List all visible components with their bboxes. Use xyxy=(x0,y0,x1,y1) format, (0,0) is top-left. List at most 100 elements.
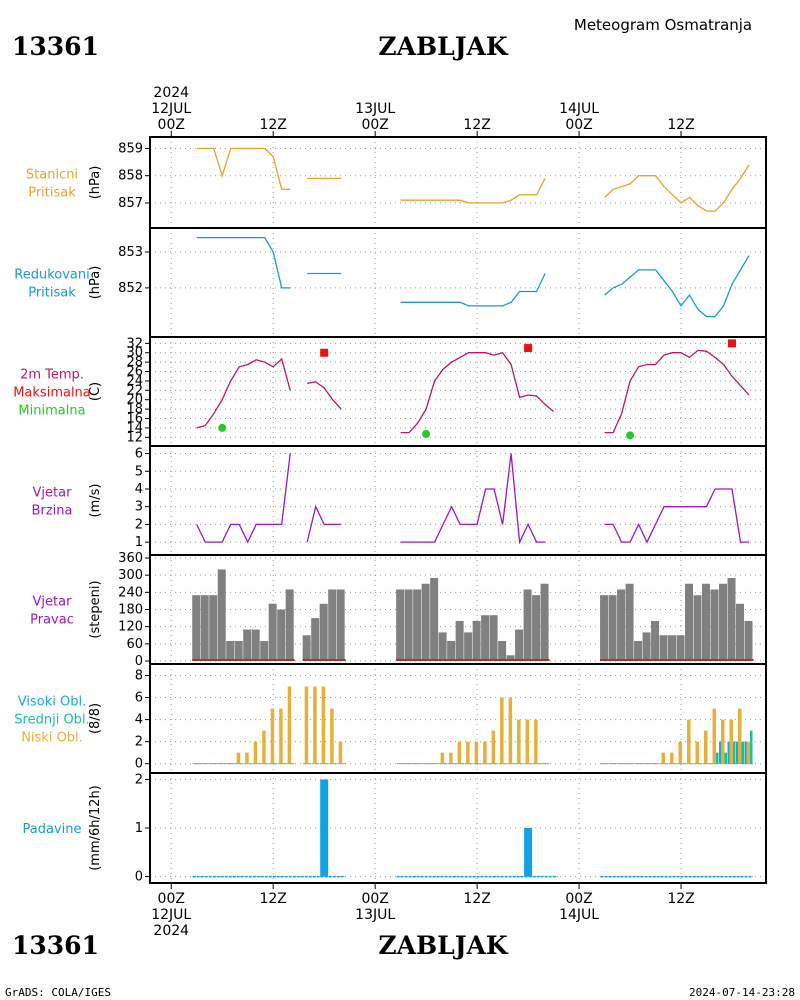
direction-bar-base xyxy=(438,659,448,661)
direction-bar xyxy=(668,635,677,661)
low-cloud-bar xyxy=(738,708,742,764)
direction-bar xyxy=(702,583,711,661)
direction-bar xyxy=(404,589,413,661)
panel-pressure: 857 858 859 (hPa) Stanicni Pritisak xyxy=(26,136,767,229)
low-cloud-bar xyxy=(313,686,317,764)
y-tick-label: 8 xyxy=(135,669,143,684)
low-cloud-bar xyxy=(508,697,513,764)
y-tick-label: 18 xyxy=(126,402,143,417)
direction-bar xyxy=(625,583,634,661)
low-cloud-bar xyxy=(729,719,734,764)
high-cloud-bar xyxy=(736,741,739,764)
direction-bar-base xyxy=(226,659,236,661)
bottom-time-label: 12Z xyxy=(463,891,490,907)
direction-bar xyxy=(532,595,541,661)
y-tick-label: 2 xyxy=(135,735,143,750)
mid-cloud-bar xyxy=(724,752,728,764)
low-cloud-bar xyxy=(236,752,241,764)
direction-bar xyxy=(243,629,252,661)
bottom-time-label: 12Z xyxy=(667,891,694,907)
panel-label: Stanicni xyxy=(26,168,78,183)
panel-label: Visoki Obl. xyxy=(18,695,86,710)
direction-bar xyxy=(515,629,524,661)
low-cloud-bar xyxy=(534,719,538,764)
top-time-label: 00Z xyxy=(158,117,185,133)
direction-bar-base xyxy=(328,659,338,661)
direction-bar-base xyxy=(676,659,686,661)
series-line xyxy=(604,164,750,212)
panel-label: Vjetar xyxy=(33,486,73,501)
y-tick-label: 859 xyxy=(118,141,143,156)
direction-bar-base xyxy=(736,659,746,661)
y-tick-label: 857 xyxy=(118,196,143,211)
panel-wind_direction: 0 60 120 180 240 300 360 (stepeni) Vjetar Pravac xyxy=(30,551,767,669)
footer-timestamp: 2024-07-14-23:28 xyxy=(689,986,795,999)
low-cloud-bar xyxy=(457,741,462,764)
low-cloud-bar xyxy=(262,730,266,764)
direction-bar-base xyxy=(472,659,482,661)
y-tick-label: 2 xyxy=(135,772,143,787)
direction-bar xyxy=(710,589,719,661)
direction-bar xyxy=(506,655,515,661)
direction-bar-base xyxy=(659,659,669,661)
y-tick-label: 240 xyxy=(118,585,143,600)
y-tick-label: 4 xyxy=(135,713,143,728)
series-line xyxy=(400,273,546,307)
low-cloud-bar xyxy=(270,708,275,764)
low-cloud-bar xyxy=(449,752,453,764)
series-line xyxy=(400,453,546,545)
bottom-time-label: 00Z xyxy=(361,891,388,907)
direction-bar-base xyxy=(617,659,627,661)
direction-bar-base xyxy=(200,659,210,661)
y-tick-label: 1 xyxy=(135,535,143,550)
mid-cloud-bar xyxy=(716,752,719,764)
direction-bar-base xyxy=(243,659,253,661)
station-name-bottom: ZABLJAK xyxy=(378,931,509,960)
bottom-time-label: 13JUL xyxy=(355,907,395,923)
panel-frame xyxy=(149,227,767,338)
station-name-top: ZABLJAK xyxy=(378,32,509,61)
y-tick-label: 30 xyxy=(126,346,143,361)
direction-bar xyxy=(234,640,243,661)
series-line xyxy=(196,453,291,544)
direction-bar-base xyxy=(668,659,678,661)
direction-bar xyxy=(328,589,337,661)
low-cloud-bar xyxy=(500,697,504,764)
y-tick-label: 3 xyxy=(135,500,143,515)
bottom-time-label: 00Z xyxy=(158,891,185,907)
low-cloud-bar xyxy=(491,730,496,764)
direction-bar-base xyxy=(744,659,754,661)
bottom-time-label: 00Z xyxy=(565,891,592,907)
y-tick-label: 20 xyxy=(126,393,143,408)
panel-label: Redukovani xyxy=(14,268,89,283)
direction-bar xyxy=(498,640,507,661)
low-cloud-bar xyxy=(704,730,708,764)
direction-bar-base xyxy=(192,659,202,661)
direction-bar xyxy=(268,603,277,661)
top-time-label: 12Z xyxy=(463,117,490,133)
station-id-bottom: 13361 xyxy=(12,931,99,960)
panel-label: Pritisak xyxy=(28,286,76,301)
direction-bar-base xyxy=(447,659,457,661)
direction-bar-base xyxy=(311,659,321,661)
max-temp-marker xyxy=(728,339,737,348)
direction-bar xyxy=(600,595,609,661)
y-tick-label: 12 xyxy=(126,430,143,445)
max-temp-marker xyxy=(320,348,329,357)
y-tick-label: 0 xyxy=(135,654,143,669)
y-tick-label: 22 xyxy=(126,383,143,398)
direction-bar-base xyxy=(396,659,406,661)
low-cloud-bar xyxy=(245,752,249,764)
direction-bar xyxy=(285,589,294,661)
direction-bar-base xyxy=(302,659,312,661)
direction-bar-base xyxy=(421,659,431,661)
direction-bar xyxy=(336,589,345,661)
direction-bar xyxy=(676,635,685,661)
panel-frame xyxy=(149,772,767,884)
y-tick-label: 14 xyxy=(126,421,143,436)
series-line xyxy=(307,381,342,410)
y-tick-label: 1 xyxy=(135,821,143,836)
direction-bar xyxy=(277,609,286,661)
panel-wind_speed: 1 2 3 4 5 6 (m/s) Vjetar Brzina xyxy=(32,445,767,556)
low-cloud-bar xyxy=(670,752,674,764)
